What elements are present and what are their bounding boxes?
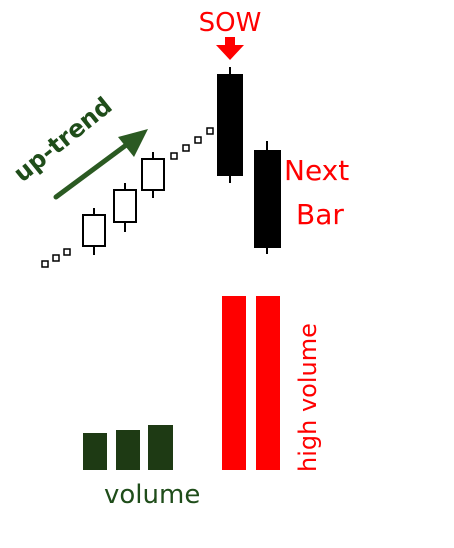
high-volume-bars: [222, 296, 280, 470]
sow-candle: [218, 67, 242, 183]
volume-bar-2: [116, 430, 140, 470]
low-volume-bars: [83, 425, 173, 470]
bearish-candles: [218, 67, 280, 254]
down-arrow-icon: [216, 37, 244, 60]
up-trend-label: up-trend: [8, 92, 117, 188]
next-bar-label-line2: Bar: [296, 198, 344, 231]
volume-bar-1: [83, 433, 107, 470]
candle-2: [114, 183, 136, 232]
next-bar-candle: [255, 141, 280, 254]
volume-bar-4: [222, 296, 246, 470]
volume-bar-3: [148, 425, 173, 470]
candle-3: [142, 152, 164, 198]
sow-label: SOW: [199, 8, 262, 38]
volume-label: volume: [104, 480, 200, 510]
high-volume-label: high volume: [294, 323, 322, 472]
volume-bar-5: [256, 296, 280, 470]
next-bar-label-line1: Next: [284, 154, 349, 187]
candle-1: [83, 208, 105, 255]
